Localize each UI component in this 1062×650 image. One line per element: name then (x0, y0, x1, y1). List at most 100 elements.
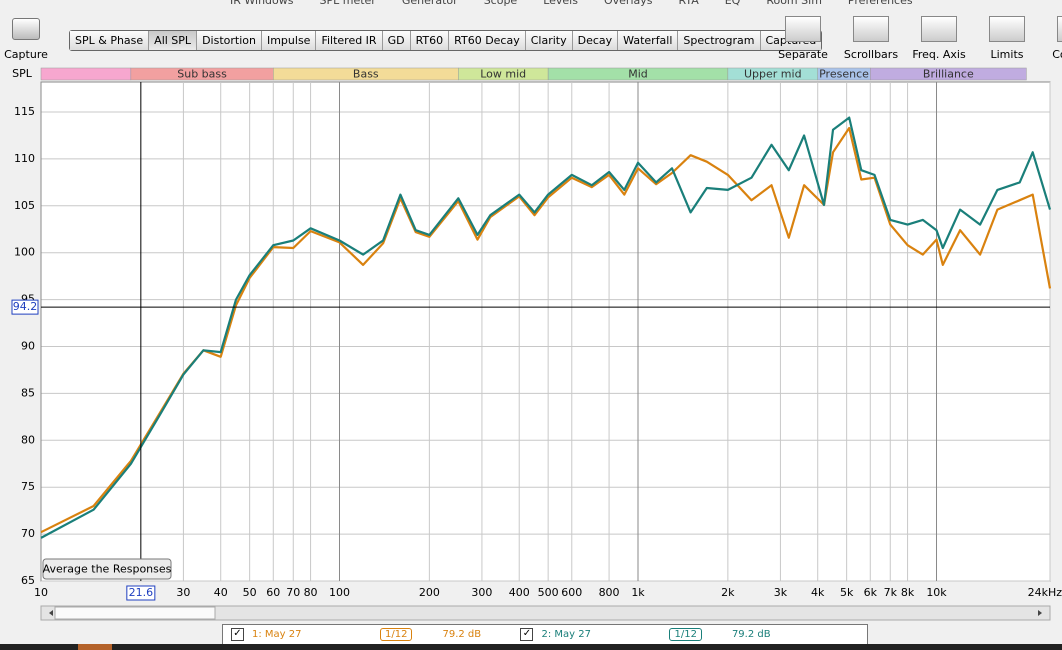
tab[interactable]: RT60 Decay (449, 31, 526, 50)
tool-button[interactable]: Limits (974, 16, 1040, 61)
scrollbar (40, 605, 1051, 621)
x-tick-label: 24kHz (1028, 586, 1062, 599)
tool-icon (785, 16, 821, 42)
tool-label: Separate (778, 48, 828, 61)
x-tick-label: 1k (631, 586, 645, 599)
menu-item[interactable]: RTA (678, 0, 699, 7)
average-button-label: Average the Responses (43, 563, 172, 576)
legend-checkbox[interactable]: ✓ (520, 628, 534, 641)
y-tick-label: 65 (21, 574, 35, 587)
menu-item[interactable]: SPL meter (319, 0, 376, 7)
x-tick-label: 400 (509, 586, 530, 599)
scroll-thumb (54, 606, 216, 620)
scroll-right (1038, 610, 1042, 616)
band (870, 67, 1027, 81)
tab[interactable]: All SPL (149, 31, 198, 50)
band (40, 67, 132, 81)
tool-button[interactable]: Separate (770, 16, 836, 61)
x-tick-label: 800 (599, 586, 620, 599)
chart: SPL Sub bass Bass Low mid Mid Upper mid Presen… (11, 67, 1062, 621)
tab[interactable]: GD (382, 31, 411, 50)
x-tick-label: 40 (214, 586, 228, 599)
x-tick-label: 300 (471, 586, 492, 599)
x-tick-label: 6k (864, 586, 878, 599)
series-line (40, 126, 1052, 534)
menu-bar: IR Windows SPL meter Generator Scope Levels O… (230, 0, 913, 7)
tab[interactable]: Impulse (261, 31, 317, 50)
legend-checkbox[interactable]: ✓ (231, 628, 244, 641)
tool-icon (1057, 16, 1062, 42)
band-label: Mid (628, 68, 648, 81)
tab[interactable]: SPL & Phase (70, 31, 150, 50)
y-tick-label: 100 (14, 246, 35, 259)
tab[interactable]: Spectrogram (678, 31, 761, 50)
taskbar (0, 644, 1062, 650)
cursor-x-label: 21.6 (129, 586, 154, 599)
cursor-y-label: 94.2 (13, 300, 38, 313)
y-tick-label: 70 (21, 527, 35, 540)
x-tick-label: 3k (774, 586, 788, 599)
legend: ✓ 1: May 27 1/12 79.2 dB ✓ 2: May 27 1/12 79.2 … (222, 624, 868, 645)
tool-button[interactable]: Freq. Axis (906, 16, 972, 61)
x-tick-label: 30 (176, 586, 190, 599)
menu-item[interactable]: Generator (401, 0, 458, 7)
menu-item[interactable]: Room Sim (766, 0, 822, 7)
legend-level: 79.2 dB (442, 629, 482, 640)
tool-label: Freq. Axis (912, 48, 966, 61)
legend-smoothing: 1/12 (380, 628, 413, 641)
tab[interactable]: Filtered IR (316, 31, 383, 50)
y-tick-label: 90 (21, 340, 35, 353)
average-button[interactable] (42, 558, 172, 580)
x-tick-label: 80 (304, 586, 318, 599)
tool-icon (989, 16, 1025, 42)
tab[interactable]: Clarity (525, 31, 573, 50)
x-tick-label: 70 (286, 586, 300, 599)
menu-item[interactable]: Levels (543, 0, 578, 7)
cursor-x-box (126, 585, 156, 601)
legend-level: 79.2 dB (731, 629, 771, 640)
band-label: Brilliance (923, 68, 974, 81)
menu-item[interactable]: IR Windows (230, 0, 294, 7)
tool-icon (853, 16, 889, 42)
y-tick-label: 110 (14, 152, 35, 165)
y-tick-label: 80 (21, 433, 35, 446)
legend-name: 2: May 27 (541, 629, 591, 640)
legend-name: 1: May 27 (252, 629, 302, 640)
tab[interactable]: RT60 (410, 31, 450, 50)
menu-item[interactable]: Overlays (603, 0, 653, 7)
menu-item[interactable]: EQ (724, 0, 741, 7)
tab[interactable]: Waterfall (618, 31, 679, 50)
tool-button[interactable]: Scrollbars (838, 16, 904, 61)
menu-item[interactable]: Preferences (847, 0, 913, 7)
camera-icon (12, 18, 40, 40)
tool-button[interactable]: Controls (1042, 16, 1062, 61)
cursor-y-box (11, 299, 39, 315)
tool-label: Scrollbars (843, 48, 899, 61)
legend-smoothing: 1/12 (669, 628, 702, 641)
series-line (40, 116, 1052, 539)
x-tick-label: 600 (561, 586, 582, 599)
taskbar-item (78, 644, 112, 650)
x-tick-label: 5k (840, 586, 854, 599)
y-tick-label: 115 (14, 105, 35, 118)
capture-button[interactable]: Capture (4, 18, 48, 61)
x-tick-label: 200 (419, 586, 440, 599)
tool-icon (921, 16, 957, 42)
x-tick-label: 50 (243, 586, 257, 599)
band-row-label: SPL (12, 67, 33, 80)
menu-item[interactable]: Scope (483, 0, 518, 7)
x-tick-label: 500 (538, 586, 559, 599)
band-label: Low mid (480, 68, 526, 81)
x-tick-label: 7k (884, 586, 898, 599)
y-tick-label: 75 (21, 480, 35, 493)
x-tick-label: 60 (266, 586, 280, 599)
graph-tabs: SPL & Phase All SPL Distortion Impulse Filte… (69, 30, 823, 51)
scroll-left (49, 610, 53, 616)
capture-label: Capture (4, 48, 48, 61)
band-label: Presence (819, 68, 869, 81)
x-tick-label: 2k (721, 586, 735, 599)
tab[interactable]: Decay (572, 31, 619, 50)
x-tick-label: 100 (329, 586, 350, 599)
tab[interactable]: Distortion (197, 31, 262, 50)
